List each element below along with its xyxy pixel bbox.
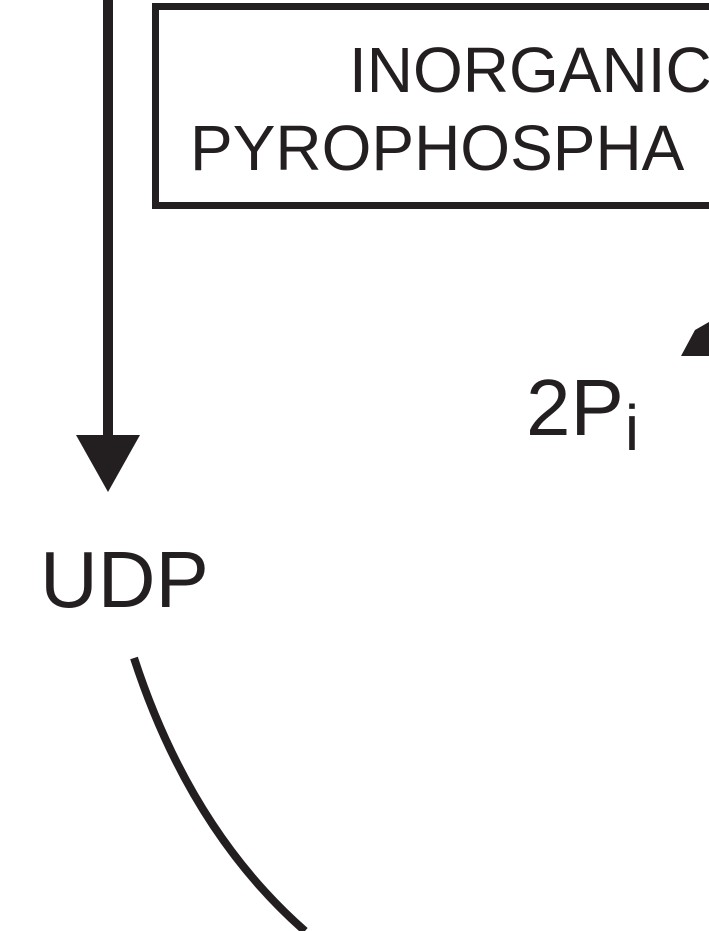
enzyme-name-line-2: PYROPHOSPHA xyxy=(190,112,685,184)
phosphate-label: 2Pi xyxy=(526,368,639,461)
phosphate-label-subscript: i xyxy=(624,392,640,464)
udp-label: UDP xyxy=(40,535,209,624)
arrow-to-phosphate-head xyxy=(681,322,709,356)
enzyme-name-line-1: INORGANIC xyxy=(349,34,709,106)
arrow-to-udp-head xyxy=(76,435,140,492)
enzyme-box: INORGANIC PYROPHOSPHA xyxy=(152,3,709,209)
phosphate-label-main: 2P xyxy=(526,363,624,452)
cycle-arc xyxy=(130,656,308,931)
